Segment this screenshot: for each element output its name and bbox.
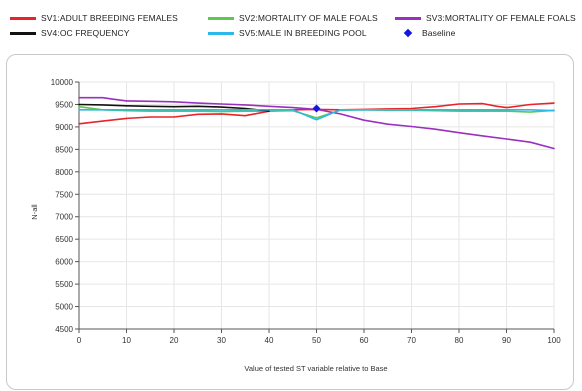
legend-swatch-sv3 bbox=[395, 16, 421, 20]
legend-swatch-sv2 bbox=[208, 16, 234, 20]
legend-swatch-sv4 bbox=[10, 31, 36, 35]
y-tick-label: 9500 bbox=[55, 100, 73, 109]
legend-label-sv4: SV4:OC FREQUENCY bbox=[41, 28, 130, 38]
x-tick-label: 40 bbox=[265, 336, 274, 345]
legend-item-sv5: SV5:MALE IN BREEDING POOL bbox=[208, 26, 367, 40]
x-tick-label: 0 bbox=[77, 336, 82, 345]
legend-label-sv3: SV3:MORTALITY OF FEMALE FOALS bbox=[426, 13, 576, 23]
x-tick-label: 80 bbox=[455, 336, 464, 345]
legend-label-sv5: SV5:MALE IN BREEDING POOL bbox=[239, 28, 367, 38]
legend-item-sv1: SV1:ADULT BREEDING FEMALES bbox=[10, 11, 178, 25]
series-line-sv2 bbox=[78, 105, 555, 119]
x-tick-label: 30 bbox=[217, 336, 226, 345]
baseline-marker bbox=[312, 104, 321, 113]
y-tick-label: 6000 bbox=[55, 258, 73, 267]
x-tick-label: 70 bbox=[407, 336, 416, 345]
x-tick-label: 10 bbox=[122, 336, 131, 345]
y-axis-title: N-all bbox=[30, 204, 39, 220]
chart-legend: SV1:ADULT BREEDING FEMALES SV2:MORTALITY… bbox=[0, 0, 582, 44]
x-tick-label: 100 bbox=[547, 336, 561, 345]
legend-label-baseline: Baseline bbox=[422, 28, 456, 38]
y-tick-label: 4500 bbox=[55, 325, 73, 334]
x-tick-label: 20 bbox=[170, 336, 179, 345]
legend-swatch-sv5 bbox=[208, 31, 234, 35]
y-tick-label: 7500 bbox=[55, 190, 73, 199]
series-line-sv1 bbox=[78, 102, 555, 125]
y-tick-label: 8500 bbox=[55, 145, 73, 154]
baseline-markers bbox=[312, 104, 321, 113]
series-lines bbox=[78, 96, 555, 150]
y-tick-label: 8000 bbox=[55, 168, 73, 177]
x-axis-title: Value of tested ST variable relative to … bbox=[244, 364, 387, 373]
legend-swatch-sv1 bbox=[10, 16, 36, 20]
chart-panel: 4500 5000 5500 6000 6500 7000 7500 8000 8500 9000… bbox=[6, 54, 574, 390]
line-chart: 4500 5000 5500 6000 6500 7000 7500 8000 8500 9000… bbox=[30, 78, 561, 373]
y-tick-label: 10000 bbox=[51, 78, 74, 87]
grid bbox=[78, 81, 555, 330]
legend-label-sv2: SV2:MORTALITY OF MALE FOALS bbox=[239, 13, 378, 23]
y-tick-label: 9000 bbox=[55, 123, 73, 132]
diamond-icon bbox=[403, 28, 413, 38]
y-tick-label: 5500 bbox=[55, 280, 73, 289]
legend-item-sv4: SV4:OC FREQUENCY bbox=[10, 26, 130, 40]
y-tick-label: 6500 bbox=[55, 235, 73, 244]
x-tick-label: 60 bbox=[360, 336, 369, 345]
y-tick-label: 5000 bbox=[55, 303, 73, 312]
legend-label-sv1: SV1:ADULT BREEDING FEMALES bbox=[41, 13, 178, 23]
x-tick-label: 50 bbox=[312, 336, 321, 345]
series-line-sv3 bbox=[78, 96, 555, 150]
series-line-sv5 bbox=[78, 108, 555, 121]
legend-item-sv3: SV3:MORTALITY OF FEMALE FOALS bbox=[395, 11, 576, 25]
y-tick-label: 7000 bbox=[55, 213, 73, 222]
series-line-sv4 bbox=[78, 103, 270, 113]
legend-item-sv2: SV2:MORTALITY OF MALE FOALS bbox=[208, 11, 378, 25]
x-tick-label: 90 bbox=[502, 336, 511, 345]
legend-item-baseline: Baseline bbox=[395, 26, 455, 40]
